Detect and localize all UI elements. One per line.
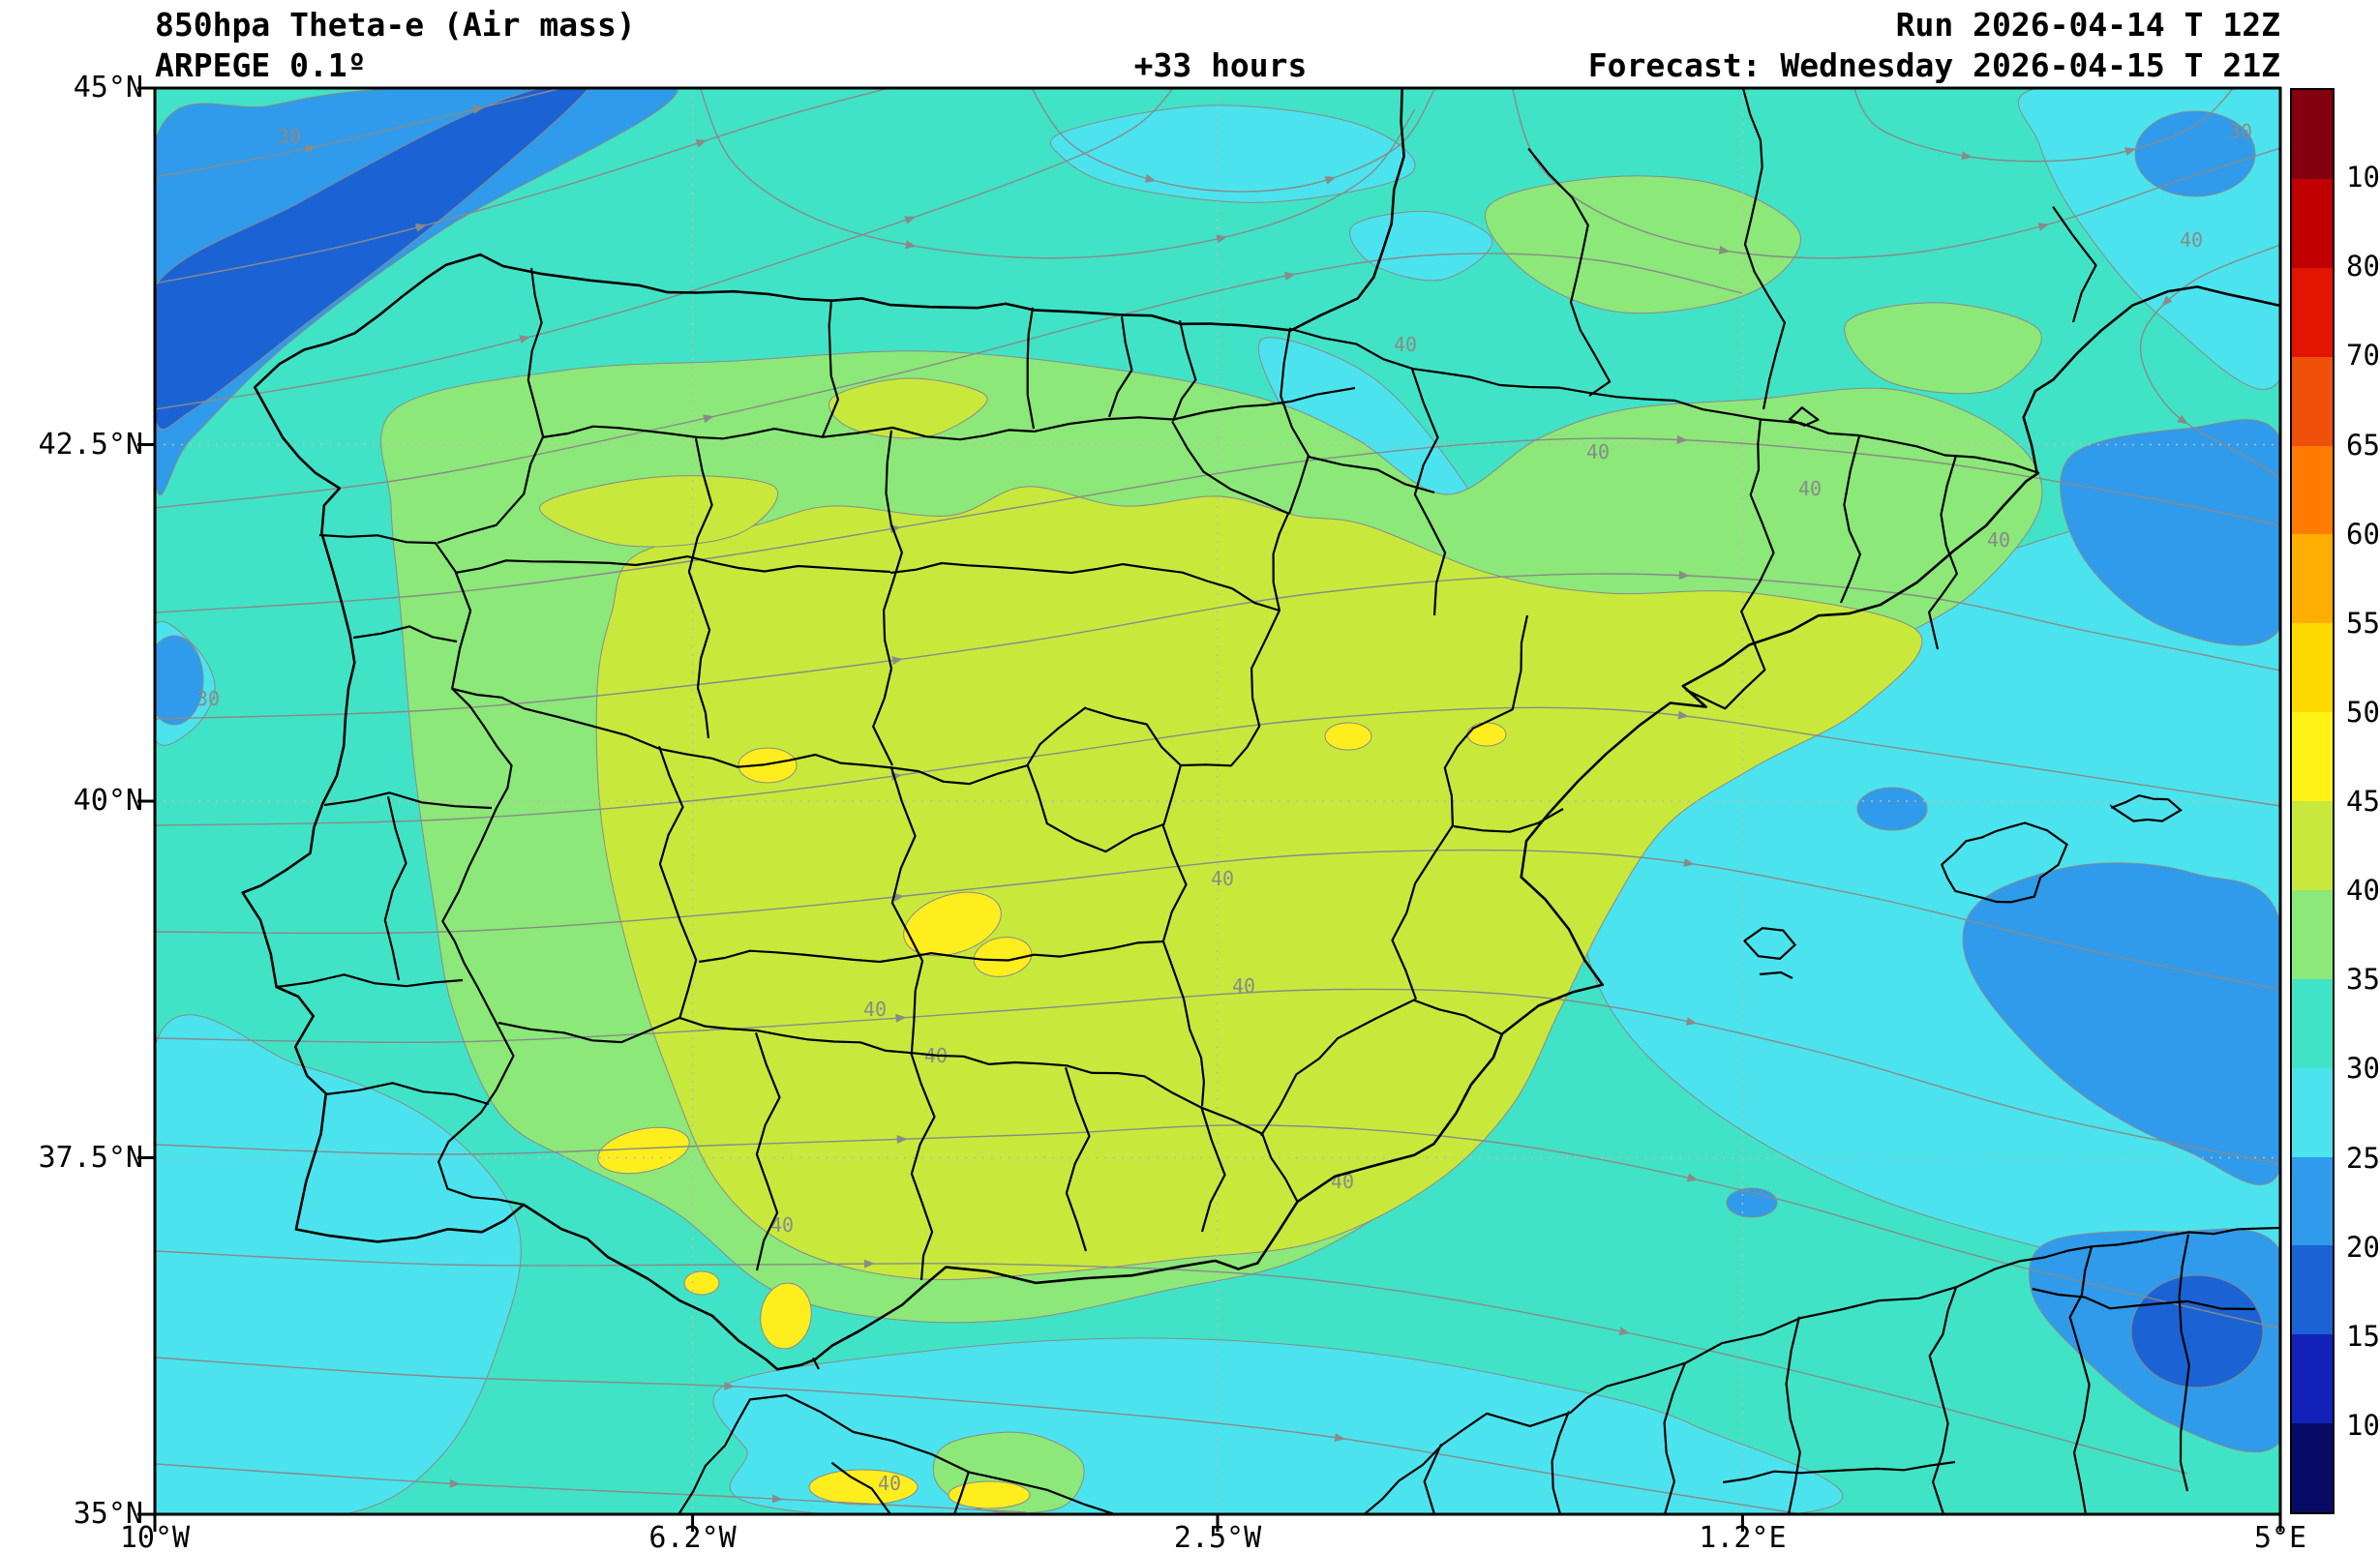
- lat-tick-label: 42.5°N: [38, 427, 143, 462]
- colorbar: [2290, 88, 2335, 1514]
- lon-tick-label: 5°E: [2253, 1521, 2307, 1552]
- colorbar-tick-label: 40: [2346, 874, 2380, 908]
- colorbar-tick-label: 80: [2346, 250, 2380, 284]
- lon-tick-label: 2.5°W: [1173, 1521, 1262, 1552]
- contour-label: 40: [1586, 440, 1610, 463]
- colorbar-tick-label: 65: [2346, 428, 2380, 462]
- contour-label: 40: [1987, 528, 2010, 552]
- contour-label: 40: [1232, 974, 1255, 998]
- lon-tick-label: 10°W: [119, 1521, 191, 1552]
- colorbar-segment: [2292, 1067, 2333, 1157]
- colorbar-segment: [2292, 1156, 2333, 1246]
- colorbar-segment: [2292, 1245, 2333, 1335]
- colorbar-segment: [2292, 178, 2333, 268]
- colorbar-tick-label: 35: [2346, 963, 2380, 997]
- lat-tick-label: 37.5°N: [38, 1140, 143, 1175]
- colorbar-tick-label: 45: [2346, 785, 2380, 818]
- colorbar-segment: [2292, 712, 2333, 801]
- colorbar-tick-label: 70: [2346, 339, 2380, 373]
- contour-label: 30: [278, 125, 301, 148]
- contour-label: 40: [1798, 477, 1822, 500]
- lead-time-label: +33 hours: [1133, 46, 1308, 84]
- contour-label: 40: [863, 998, 887, 1021]
- colorbar-segment: [2292, 1423, 2333, 1512]
- chart-title: 850hpa Theta-e (Air mass): [155, 6, 636, 44]
- lat-tick-label: 35°N: [73, 1497, 143, 1531]
- contour-label: 40: [2180, 228, 2203, 252]
- model-resolution-label: ARPEGE 0.1º: [155, 46, 367, 84]
- colorbar-segment: [2292, 1334, 2333, 1424]
- colorbar-segment: [2292, 534, 2333, 624]
- colorbar-tick-label: 30: [2346, 1052, 2380, 1086]
- lat-tick-label: 40°N: [73, 784, 143, 818]
- colorbar-segment: [2292, 90, 2333, 179]
- contour-label: 40: [1211, 867, 1234, 890]
- colorbar-tick-label: 55: [2346, 606, 2380, 640]
- colorbar-tick-label: 25: [2346, 1141, 2380, 1175]
- colorbar-segment: [2292, 445, 2333, 535]
- lon-tick-label: 6.2°W: [648, 1521, 737, 1552]
- lon-tick-label: 1.2°E: [1699, 1521, 1787, 1552]
- colorbar-segment: [2292, 889, 2333, 979]
- colorbar-segment: [2292, 978, 2333, 1068]
- forecast-datetime-label: Forecast: Wednesday 2026-04-15 T 21Z: [1587, 46, 2280, 84]
- colorbar-segment: [2292, 356, 2333, 446]
- colorbar-tick-label: 50: [2346, 695, 2380, 729]
- colorbar-segment: [2292, 623, 2333, 713]
- colorbar-tick-label: 100: [2346, 161, 2380, 194]
- run-datetime-label: Run 2026-04-14 T 12Z: [1895, 6, 2280, 44]
- colorbar-segment: [2292, 267, 2333, 357]
- colorbar-tick-label: 15: [2346, 1319, 2380, 1353]
- contour-label: 40: [770, 1213, 794, 1237]
- colorbar-tick-label: 10: [2346, 1408, 2380, 1442]
- colorbar-segment: [2292, 801, 2333, 890]
- contour-label: 40: [878, 1472, 901, 1495]
- colorbar-tick-label: 20: [2346, 1230, 2380, 1264]
- lat-tick-label: 45°N: [73, 71, 143, 104]
- contour-label: 30: [2229, 120, 2252, 143]
- colorbar-tick-label: 60: [2346, 517, 2380, 551]
- contour-label: 30: [196, 687, 220, 710]
- contour-label: 40: [1394, 333, 1417, 356]
